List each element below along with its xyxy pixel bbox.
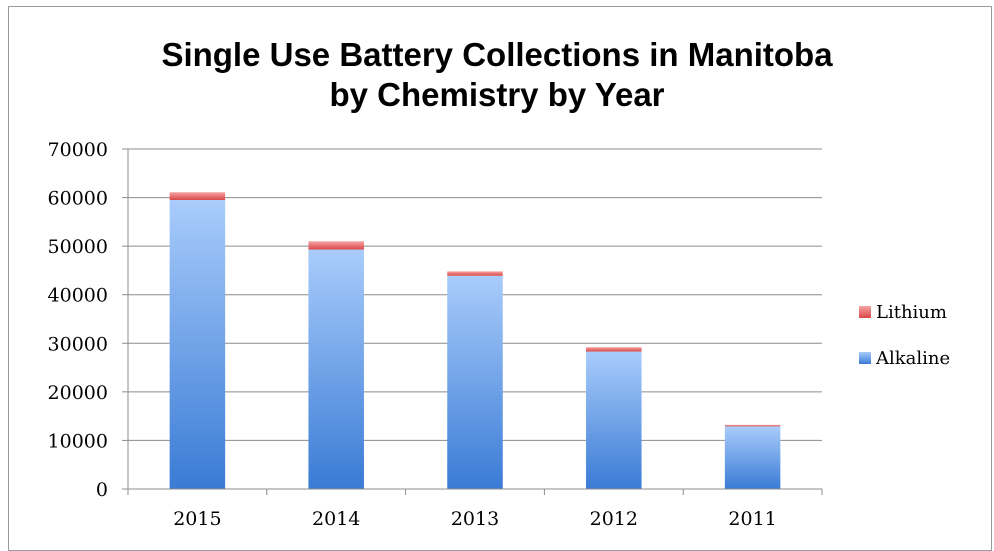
bar-alkaline-2011 <box>724 426 781 489</box>
bar-lithium-2011 <box>724 424 781 427</box>
bar-alkaline-2014 <box>308 249 364 489</box>
x-tick-label: 2013 <box>451 508 499 530</box>
bar-lithium-2015 <box>169 192 226 200</box>
y-tick-label: 60000 <box>48 188 108 210</box>
y-tick-label: 70000 <box>48 139 108 161</box>
bar-lithium-2014 <box>308 241 364 250</box>
y-tick-label: 40000 <box>48 285 108 307</box>
legend-swatch-lithium <box>859 306 871 318</box>
bar-alkaline-2015 <box>169 200 226 489</box>
legend-label-alkaline: Alkaline <box>875 348 950 369</box>
x-tick-label: 2011 <box>728 508 776 530</box>
y-tick-label: 50000 <box>48 236 108 258</box>
bar-alkaline-2013 <box>447 275 503 489</box>
y-tick-label: 30000 <box>48 333 108 355</box>
x-tick-label: 2014 <box>312 508 360 530</box>
chart-title: Single Use Battery Collections in Manito… <box>161 36 833 73</box>
x-tick-label: 2012 <box>590 508 638 530</box>
legend-swatch-alkaline <box>859 352 871 364</box>
bar-alkaline-2012 <box>586 351 642 489</box>
legend-label-lithium: Lithium <box>876 302 947 323</box>
y-tick-label: 10000 <box>48 430 108 452</box>
chart-subtitle: by Chemistry by Year <box>329 76 665 113</box>
y-tick-label: 20000 <box>48 382 108 404</box>
y-tick-label: 0 <box>96 479 108 501</box>
x-tick-label: 2015 <box>173 508 221 530</box>
bar-lithium-2012 <box>586 347 642 352</box>
bar-lithium-2013 <box>447 271 503 276</box>
